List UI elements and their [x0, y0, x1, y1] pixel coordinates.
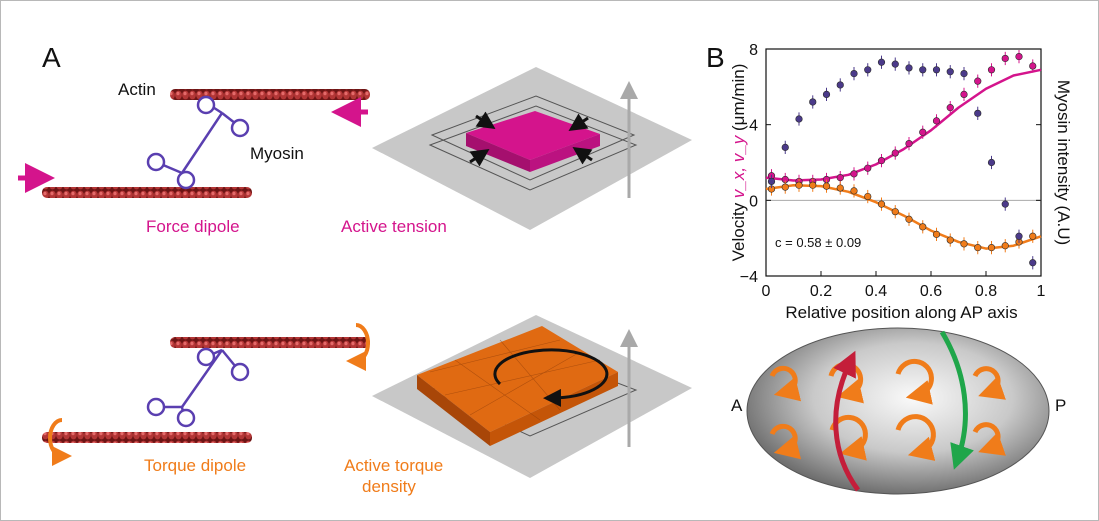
embryo-posterior-label: P	[1055, 396, 1067, 415]
active-tension-label: Active tension	[341, 217, 447, 236]
torque-dipole-label: Torque dipole	[144, 456, 247, 475]
data-point	[905, 64, 913, 72]
data-point	[1029, 62, 1037, 70]
actin-filament-top-torque	[170, 337, 370, 348]
tension-arrows	[469, 111, 593, 167]
x-tick-label: 0.4	[865, 283, 887, 300]
data-point	[836, 184, 844, 192]
data-point	[809, 181, 817, 189]
y-tick-label: 8	[749, 42, 758, 59]
active-torque-label-line2: density	[362, 477, 416, 496]
data-point	[987, 244, 996, 252]
x-tick-label: 0.8	[975, 283, 997, 300]
data-point	[864, 164, 872, 172]
data-point	[905, 139, 913, 148]
force-dipole-label: Force dipole	[146, 217, 240, 236]
data-point	[1029, 232, 1037, 240]
data-point	[932, 66, 941, 74]
y-axis-label-left: Velocity v_x, v_y (μm/min)	[729, 64, 748, 262]
data-point	[932, 117, 941, 125]
data-point	[932, 230, 941, 238]
data-point	[850, 187, 858, 195]
data-point	[864, 192, 872, 201]
myosin-motor-force	[146, 95, 250, 190]
torque-arrow-bottom	[48, 418, 72, 466]
data-point	[919, 223, 927, 231]
data-point	[877, 58, 886, 66]
data-point	[781, 143, 789, 151]
data-point	[822, 182, 831, 190]
embryo-anterior-label: A	[731, 396, 743, 415]
torque-arrow-top	[346, 323, 370, 371]
embryo-flow-arrow-green	[939, 330, 974, 470]
data-point	[864, 66, 872, 74]
data-point	[836, 174, 844, 182]
data-point	[767, 177, 776, 186]
data-point	[1001, 242, 1009, 250]
data-point	[987, 66, 996, 74]
actin-filament-bottom	[42, 187, 252, 198]
myosin-motor-torque	[146, 347, 250, 428]
data-point	[919, 128, 927, 136]
actin-filament-bottom-torque	[42, 432, 252, 443]
embryo-flow-arrow-red	[833, 350, 861, 492]
tension-box-outline	[428, 105, 638, 191]
correlation-annotation: c = 0.58 ± 0.09	[775, 235, 861, 250]
panel-a-letter: A	[42, 42, 61, 73]
y-axis-label-right: Myosin intensity (A.U)	[1054, 80, 1073, 245]
data-point	[850, 170, 858, 178]
data-point	[1029, 259, 1037, 267]
y-tick-label: 0	[749, 193, 758, 210]
panel-b-letter: B	[706, 42, 725, 73]
plot-frame	[765, 48, 1042, 277]
data-point	[1015, 52, 1023, 61]
data-point	[877, 157, 886, 165]
fit-curve	[765, 68, 1042, 182]
data-point	[1001, 54, 1009, 63]
myosin-label: Myosin	[250, 144, 304, 163]
x-axis-label: Relative position along AP axis	[785, 303, 1017, 322]
data-point	[960, 240, 968, 248]
data-point	[946, 104, 954, 112]
data-point	[877, 200, 886, 208]
x-tick-label: 0	[762, 283, 771, 300]
torque-rotation-arrow	[493, 348, 609, 407]
data-point	[891, 208, 899, 216]
tension-active-slab	[466, 111, 600, 160]
data-point	[974, 77, 982, 85]
data-point	[974, 109, 982, 117]
data-point	[850, 69, 858, 78]
data-point	[946, 236, 954, 244]
data-point	[919, 66, 927, 74]
x-tick-label: 0.2	[810, 283, 832, 300]
data-point	[1015, 232, 1023, 240]
x-tick-label: 1	[1037, 283, 1046, 300]
data-point	[1001, 200, 1009, 208]
data-point	[781, 183, 789, 191]
data-point	[891, 149, 899, 157]
x-tick-label: 0.6	[920, 283, 942, 300]
data-point	[974, 244, 982, 252]
data-point	[905, 215, 913, 223]
data-point	[960, 90, 968, 98]
data-point	[987, 158, 996, 167]
y-tick-label: 4	[749, 118, 758, 135]
actin-filament-top	[170, 89, 370, 100]
data-point	[946, 68, 954, 76]
data-point	[960, 69, 968, 78]
active-torque-label-line1: Active torque	[344, 456, 444, 475]
data-point	[795, 115, 803, 123]
y-tick-label: −4	[740, 269, 758, 286]
data-point	[836, 81, 844, 89]
actin-label: Actin	[118, 80, 156, 99]
data-point	[891, 60, 899, 68]
data-point	[795, 181, 803, 189]
data-point	[809, 98, 817, 106]
data-point	[822, 90, 831, 98]
